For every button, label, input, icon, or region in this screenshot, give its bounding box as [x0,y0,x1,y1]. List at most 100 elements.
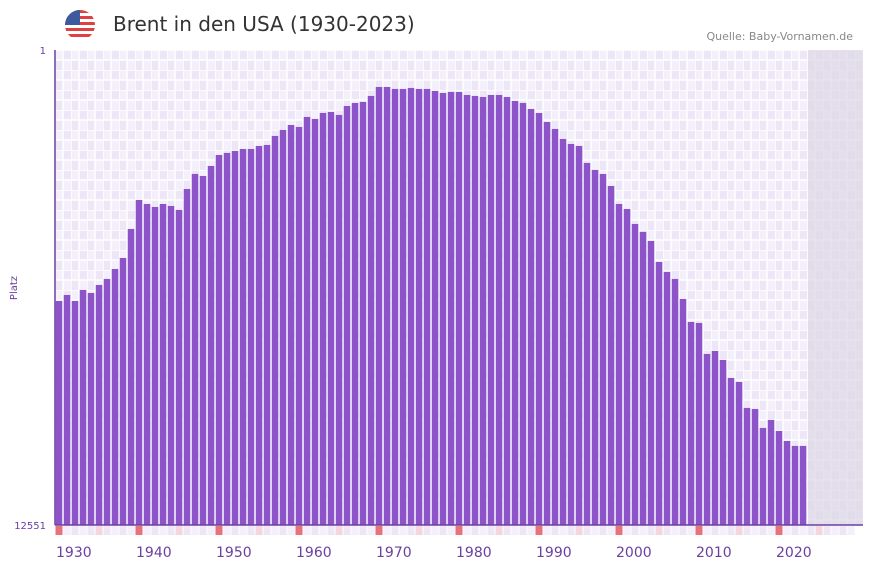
bar-1988[interactable] [519,102,527,526]
bar-1937[interactable] [111,268,119,525]
bar-1991[interactable] [543,121,551,526]
bar-1940[interactable] [135,199,143,525]
bar-1998[interactable] [599,173,607,526]
bar-1977[interactable] [431,90,439,525]
bar-1989[interactable] [527,108,535,525]
bar-1942[interactable] [151,206,159,525]
bar-1957[interactable] [271,135,279,526]
bar-1962[interactable] [311,118,319,526]
bar-2005[interactable] [655,261,663,525]
bar-2004[interactable] [647,240,655,525]
bar-1950[interactable] [215,154,223,526]
bar-2017[interactable] [751,408,759,525]
bar-1970[interactable] [375,86,383,525]
bar-1996[interactable] [583,162,591,525]
bar-1967[interactable] [351,102,359,526]
bar-2016[interactable] [743,407,751,525]
bar-1974[interactable] [407,87,415,525]
bar-2009[interactable] [687,321,695,525]
bar-1944[interactable] [167,205,175,525]
bar-2008[interactable] [679,298,687,525]
bar-1934[interactable] [87,292,95,525]
bar-1947[interactable] [191,173,199,526]
bar-1954[interactable] [247,148,255,525]
bar-1976[interactable] [423,88,431,525]
year-marker-1975 [415,526,423,535]
bar-1959[interactable] [287,124,295,525]
bar-1936[interactable] [103,278,111,525]
bar-2020[interactable] [775,430,783,525]
bar-1986[interactable] [503,96,511,525]
source-link[interactable]: Quelle: Baby-Vornamen.de [706,30,853,43]
bar-1951[interactable] [223,152,231,525]
bar-1949[interactable] [207,165,215,525]
bar-1984[interactable] [487,94,495,525]
bar-2023[interactable] [799,445,807,525]
bar-2010[interactable] [695,322,703,525]
bar-2022[interactable] [791,445,799,525]
bar-1982[interactable] [471,95,479,525]
bar-2006[interactable] [663,271,671,525]
bar-1953[interactable] [239,148,247,525]
bar-1979[interactable] [447,91,455,525]
bar-2019[interactable] [767,419,775,525]
bar-2007[interactable] [671,278,679,525]
bar-1965[interactable] [335,114,343,525]
bar-1966[interactable] [343,105,351,525]
bar-1978[interactable] [439,92,447,526]
bar-1943[interactable] [159,203,167,525]
bar-1948[interactable] [199,175,207,526]
bar-1999[interactable] [607,185,615,525]
bar-1969[interactable] [367,95,375,525]
bar-1992[interactable] [551,128,559,525]
bar-2012[interactable] [711,350,719,525]
bar-2002[interactable] [631,223,639,525]
bar-1932[interactable] [71,300,79,525]
bar-2014[interactable] [727,377,735,525]
bar-1981[interactable] [463,94,471,525]
bar-2015[interactable] [735,381,743,525]
bar-1941[interactable] [143,203,151,525]
bar-1972[interactable] [391,88,399,525]
bar-1973[interactable] [399,88,407,525]
bar-1930[interactable] [55,300,63,525]
bar-1994[interactable] [567,143,575,525]
bar-1935[interactable] [95,284,103,525]
bar-1961[interactable] [303,116,311,525]
bar-2000[interactable] [615,203,623,525]
year-marker-1940 [135,526,143,535]
bar-1963[interactable] [319,112,327,526]
bar-1952[interactable] [231,150,239,525]
bar-1956[interactable] [263,144,271,525]
bar-1983[interactable] [479,96,487,525]
bar-2003[interactable] [639,231,647,526]
bar-2011[interactable] [703,353,711,525]
bar-1938[interactable] [119,257,127,525]
bar-2001[interactable] [623,208,631,525]
bar-2018[interactable] [759,427,767,525]
bar-1987[interactable] [511,100,519,526]
bar-1968[interactable] [359,101,367,526]
bar-1980[interactable] [455,91,463,525]
bar-1931[interactable] [63,294,71,525]
bar-2021[interactable] [783,440,791,525]
bar-1975[interactable] [415,88,423,525]
bar-1945[interactable] [175,209,183,525]
bar-1955[interactable] [255,145,263,525]
bar-1995[interactable] [575,145,583,525]
bar-1958[interactable] [279,129,287,525]
year-marker-2021 [783,526,791,535]
bar-1971[interactable] [383,86,391,525]
bar-1933[interactable] [79,289,87,525]
bar-1997[interactable] [591,169,599,525]
bar-1964[interactable] [327,111,335,526]
year-marker-1942 [151,526,159,535]
bar-2013[interactable] [719,359,727,525]
bar-1939[interactable] [127,228,135,525]
bar-1960[interactable] [295,126,303,525]
year-marker-1936 [103,526,111,535]
bar-1990[interactable] [535,112,543,526]
bar-1993[interactable] [559,138,567,526]
bar-1946[interactable] [183,188,191,525]
bar-1985[interactable] [495,94,503,525]
